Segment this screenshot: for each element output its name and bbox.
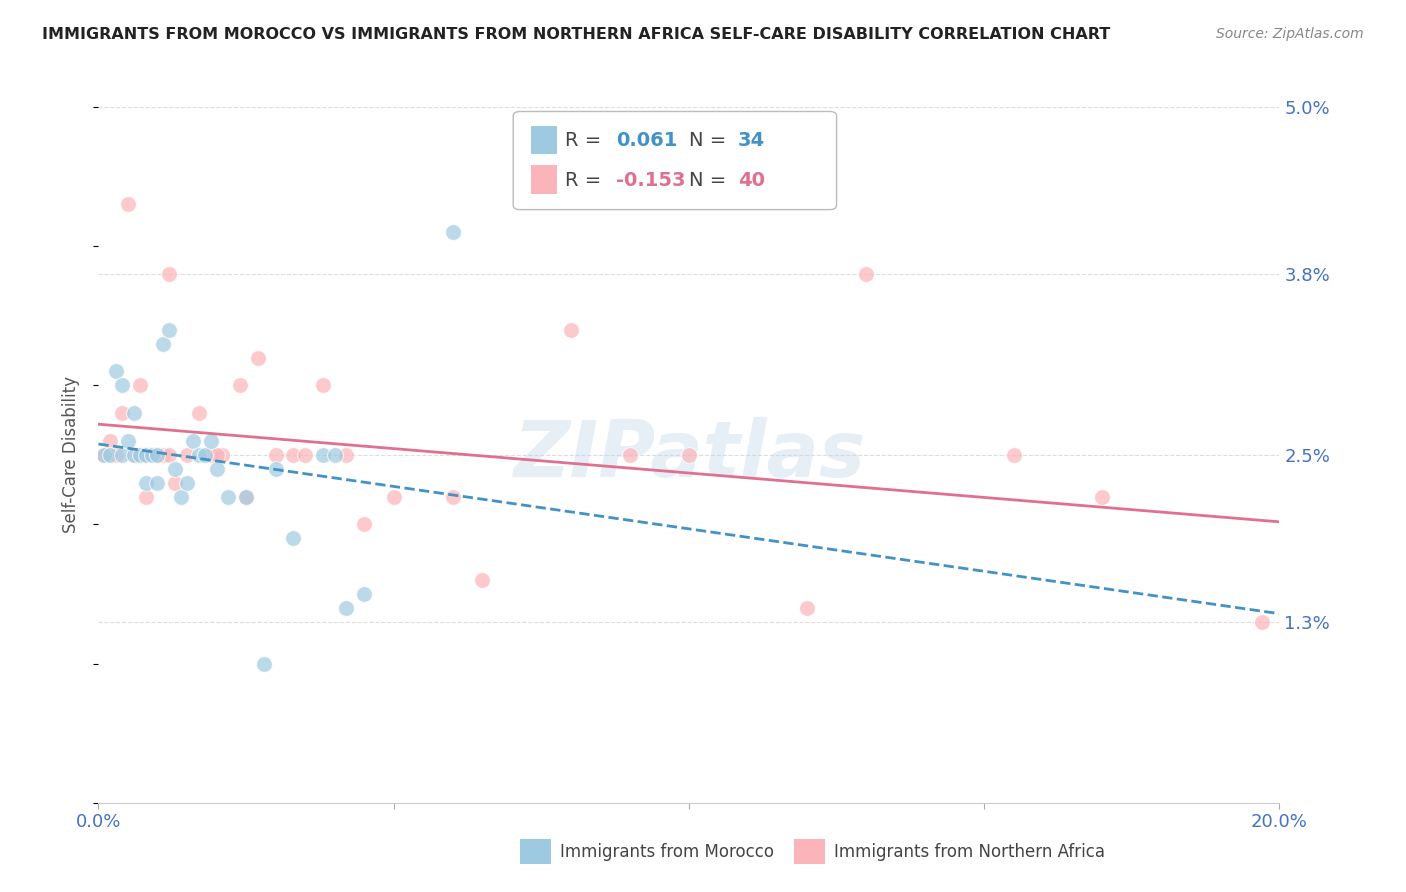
Point [111, 448, 134, 462]
Point [187, 406, 209, 420]
Point [217, 490, 239, 504]
Point [246, 351, 269, 365]
Text: 34: 34 [738, 131, 765, 151]
Point [152, 336, 174, 351]
Point [165, 462, 187, 476]
Text: R =: R = [565, 131, 607, 151]
Point [105, 448, 128, 462]
Point [170, 490, 193, 504]
Point [122, 406, 145, 420]
Text: -0.153: -0.153 [616, 170, 685, 190]
Point [264, 462, 287, 476]
Point [1250, 615, 1272, 629]
Point [176, 448, 198, 462]
Point [678, 448, 700, 462]
Point [283, 448, 305, 462]
Point [128, 378, 150, 392]
Point [796, 601, 818, 615]
Point [135, 448, 157, 462]
Point [323, 448, 346, 462]
Point [1091, 490, 1114, 504]
Text: R =: R = [565, 170, 607, 190]
Y-axis label: Self-Care Disability: Self-Care Disability [62, 376, 80, 533]
Point [194, 448, 217, 462]
Point [205, 462, 228, 476]
Text: Source: ZipAtlas.com: Source: ZipAtlas.com [1216, 27, 1364, 41]
Point [181, 434, 204, 448]
Point [98, 448, 121, 462]
Point [382, 490, 405, 504]
Point [471, 573, 494, 587]
Point [135, 475, 157, 490]
Point [283, 532, 305, 546]
Point [135, 448, 157, 462]
Point [146, 448, 169, 462]
Point [141, 448, 163, 462]
Text: N =: N = [689, 131, 733, 151]
Text: N =: N = [689, 170, 733, 190]
Point [211, 448, 233, 462]
Point [200, 434, 222, 448]
Point [165, 475, 187, 490]
Point [335, 448, 357, 462]
Point [235, 490, 257, 504]
Point [441, 490, 464, 504]
Point [152, 448, 174, 462]
Point [187, 448, 209, 462]
Text: IMMIGRANTS FROM MOROCCO VS IMMIGRANTS FROM NORTHERN AFRICA SELF-CARE DISABILITY : IMMIGRANTS FROM MOROCCO VS IMMIGRANTS FR… [42, 27, 1111, 42]
Point [312, 378, 335, 392]
Point [146, 475, 169, 490]
Point [353, 587, 375, 601]
Point [117, 197, 139, 211]
Point [312, 448, 335, 462]
Point [235, 490, 257, 504]
Text: ZIPatlas: ZIPatlas [513, 417, 865, 493]
Point [111, 378, 134, 392]
Text: 0.061: 0.061 [616, 131, 678, 151]
Point [855, 267, 877, 281]
Point [146, 448, 169, 462]
Point [135, 490, 157, 504]
Point [93, 448, 115, 462]
Point [128, 448, 150, 462]
Point [122, 448, 145, 462]
Text: 40: 40 [738, 170, 765, 190]
Point [176, 475, 198, 490]
Point [335, 601, 357, 615]
Point [157, 267, 180, 281]
Point [353, 517, 375, 532]
Point [441, 225, 464, 239]
Point [200, 448, 222, 462]
Point [141, 448, 163, 462]
Point [205, 448, 228, 462]
Point [98, 434, 121, 448]
Point [1002, 448, 1025, 462]
Point [93, 448, 115, 462]
Point [117, 434, 139, 448]
Point [229, 378, 252, 392]
Point [560, 323, 582, 337]
Point [619, 448, 641, 462]
Text: Immigrants from Northern Africa: Immigrants from Northern Africa [834, 843, 1105, 861]
Point [105, 364, 128, 378]
Text: Immigrants from Morocco: Immigrants from Morocco [560, 843, 773, 861]
Point [253, 657, 276, 671]
Point [294, 448, 316, 462]
Point [157, 323, 180, 337]
Point [157, 448, 180, 462]
Point [264, 448, 287, 462]
Point [111, 406, 134, 420]
Point [122, 448, 145, 462]
